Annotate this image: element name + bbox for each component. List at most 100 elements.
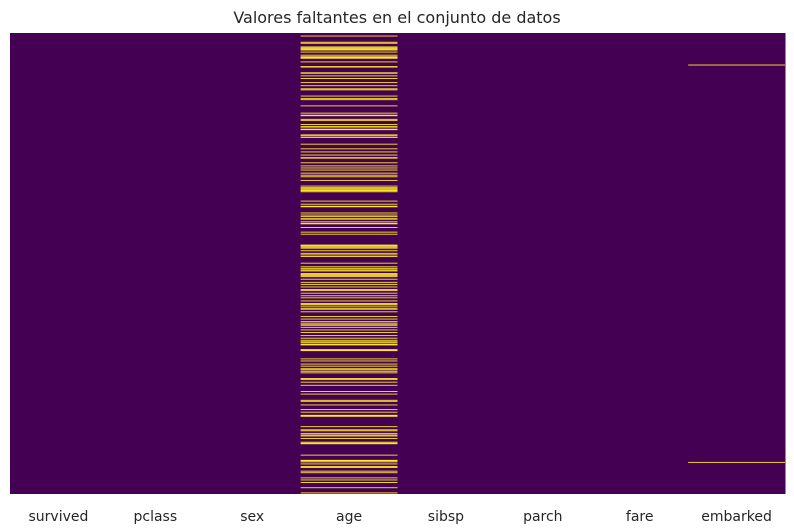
missing-cell-age <box>300 344 398 346</box>
missing-cell-age <box>300 342 398 344</box>
missing-cell-embarked <box>688 64 785 66</box>
missing-cell-age <box>300 72 398 74</box>
missing-cell-age <box>300 281 398 283</box>
column-pclass <box>106 33 205 494</box>
missing-cell-age <box>300 247 398 249</box>
missing-cell-age <box>300 206 398 208</box>
missing-cell-age <box>300 443 398 445</box>
missing-cell-age <box>300 187 398 189</box>
missing-cell-age <box>300 56 398 58</box>
missing-cell-age <box>300 169 398 171</box>
missing-cell-age <box>300 467 398 468</box>
missing-cell-age <box>300 189 398 191</box>
column-parch <box>494 33 592 494</box>
missing-cell-age <box>300 114 398 116</box>
missing-cell-age <box>300 278 398 280</box>
column-sibsp <box>397 33 495 494</box>
missing-cell-age <box>300 404 398 406</box>
missing-cell-age <box>300 368 398 370</box>
x-tick-label-fare: fare <box>626 509 654 525</box>
missing-cell-age <box>300 176 398 178</box>
column-fare <box>591 33 689 494</box>
missing-cell-age <box>300 273 398 274</box>
missing-cell-age <box>300 379 398 381</box>
missing-cell-age <box>300 399 398 401</box>
missing-cell-age <box>300 41 398 43</box>
missing-cell-age <box>300 56 398 58</box>
missing-cell-age <box>300 223 398 225</box>
missing-cell-age <box>300 48 398 49</box>
missing-cell-age <box>300 203 398 205</box>
missing-cell-age <box>300 435 398 437</box>
missing-cell-age <box>300 267 398 269</box>
missing-cell-age <box>300 460 398 462</box>
missing-cell-age <box>300 98 398 100</box>
missing-cell-age <box>300 349 398 351</box>
missing-cell-age <box>300 438 398 440</box>
missing-cell-age <box>300 307 398 309</box>
missing-cell-age <box>300 57 398 59</box>
missing-cell-age <box>300 492 398 494</box>
missing-cell-age <box>300 128 398 130</box>
missing-cell-age <box>300 414 398 416</box>
missing-cell-age <box>300 318 398 320</box>
missing-cell-age <box>300 118 398 120</box>
missing-cell-age <box>300 54 398 56</box>
missing-cell-age <box>300 99 398 101</box>
missing-cell-age <box>300 269 398 271</box>
missing-cell-age <box>300 441 398 443</box>
missing-cell-age <box>300 95 398 97</box>
missing-cell-age <box>300 400 398 402</box>
missing-cell-embarked <box>688 461 785 463</box>
missing-cell-age <box>300 126 398 128</box>
missing-cell-age <box>300 463 398 465</box>
missing-cell-age <box>300 88 398 90</box>
missing-cell-age <box>300 415 398 417</box>
missing-cell-age <box>300 289 398 291</box>
missing-cell-age <box>300 157 398 159</box>
missing-cell-age <box>300 393 398 395</box>
missing-cell-age <box>300 172 398 174</box>
missing-cell-age <box>300 174 398 176</box>
x-tick-label-survived: survived <box>28 509 88 525</box>
missing-cell-age <box>300 188 398 190</box>
missing-cell-age <box>300 381 398 383</box>
missing-cell-age <box>300 329 398 331</box>
missing-cell-age <box>300 49 398 51</box>
missing-cell-age <box>300 200 398 202</box>
missing-cell-age <box>300 378 398 380</box>
missing-cell-age <box>300 487 398 489</box>
missing-cell-age <box>300 430 398 432</box>
missing-cell-age <box>300 190 398 192</box>
missing-cell-age <box>300 326 398 328</box>
missing-cell-age <box>300 72 398 74</box>
missing-cell-age <box>300 205 398 207</box>
missing-cell-age <box>300 303 398 304</box>
x-tick-label-parch: parch <box>523 509 562 525</box>
missing-cell-age <box>300 370 398 372</box>
missing-cell-age <box>300 477 398 479</box>
missing-cell-age <box>300 35 398 37</box>
missing-cell-age <box>300 212 398 214</box>
x-tick-label-pclass: pclass <box>133 509 177 525</box>
missing-cell-age <box>300 358 398 360</box>
missing-cell-age <box>300 57 398 59</box>
missing-cell-age <box>300 218 398 220</box>
missing-cell-age <box>300 470 398 472</box>
missing-cell-age <box>300 316 398 317</box>
missing-cell-age <box>300 185 398 187</box>
missing-cell-age <box>300 162 398 164</box>
missing-cell-age <box>300 250 398 252</box>
missing-cell-age <box>300 61 398 63</box>
heatmap-cells <box>10 33 786 494</box>
missing-cell-age <box>300 134 398 136</box>
column-sex <box>203 33 302 494</box>
missing-cell-age <box>300 105 398 107</box>
missing-cell-age <box>300 360 398 362</box>
missing-cell-age <box>300 252 398 254</box>
missing-cell-age <box>300 304 398 306</box>
missing-cell-age <box>300 308 398 310</box>
missing-cell-age <box>300 365 398 367</box>
missing-cell-age <box>300 119 398 121</box>
missing-cell-age <box>300 339 398 341</box>
